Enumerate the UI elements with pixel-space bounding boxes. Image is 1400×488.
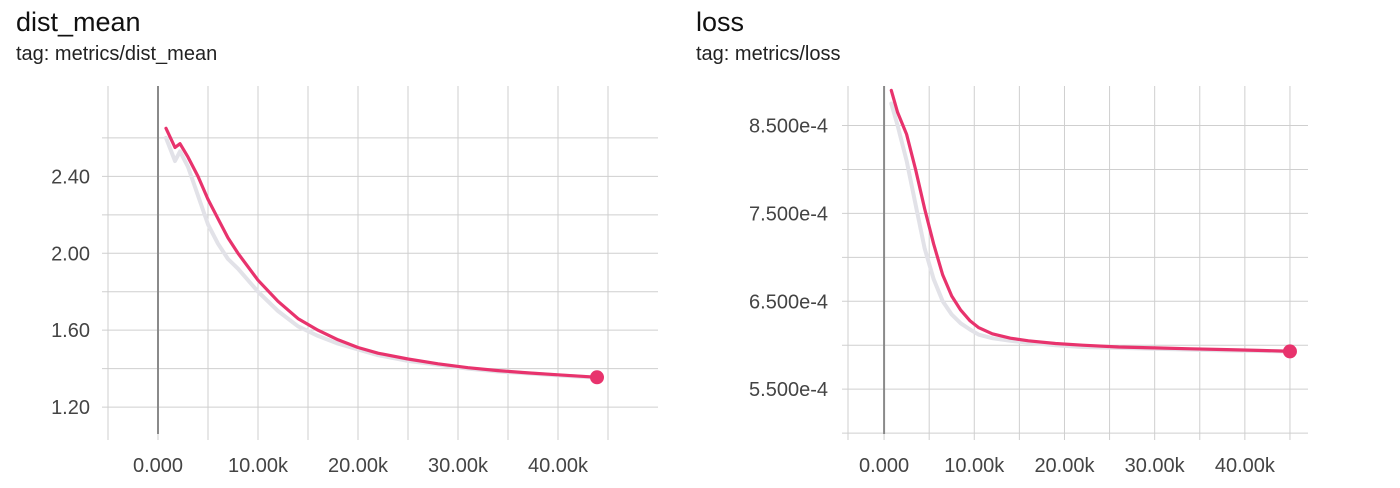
y-tick-label: 5.500e-4 xyxy=(749,379,828,401)
x-tick-label: 40.00k xyxy=(528,455,589,477)
x-tick-label: 40.00k xyxy=(1215,455,1276,477)
last-point-marker[interactable] xyxy=(1283,344,1297,358)
y-tick-label: 2.40 xyxy=(51,166,90,188)
last-point-marker[interactable] xyxy=(590,370,604,384)
x-tick-label: 10.00k xyxy=(944,455,1005,477)
x-tick-label: 0.000 xyxy=(133,455,183,477)
x-tick-label: 30.00k xyxy=(428,455,489,477)
raw-series-line xyxy=(891,104,1290,352)
chart-panel-dist-mean: dist_mean tag: metrics/dist_mean 1.20 1.6… xyxy=(0,0,680,488)
y-tick-label: 6.500e-4 xyxy=(749,291,828,313)
y-tick-label: 8.500e-4 xyxy=(749,116,828,138)
y-tick-label: 1.20 xyxy=(51,397,90,419)
x-tick-label: 0.000 xyxy=(859,455,909,477)
x-tick-label: 10.00k xyxy=(228,455,289,477)
raw-series-line xyxy=(166,138,597,378)
x-tick-label: 30.00k xyxy=(1125,455,1186,477)
y-tick-label: 7.500e-4 xyxy=(749,203,828,225)
x-tick-label: 20.00k xyxy=(1034,455,1095,477)
y-tick-label: 2.00 xyxy=(51,243,90,265)
chart-panel-loss: loss tag: metrics/loss 5.500e-4 6.500e-4 7… xyxy=(680,0,1400,488)
y-tick-label: 1.60 xyxy=(51,320,90,342)
dist-mean-plot[interactable]: 1.20 1.60 2.00 2.40 0.000 10.00k 20.00k 30.00k 4… xyxy=(0,0,680,488)
loss-plot[interactable]: 5.500e-4 6.500e-4 7.500e-4 8.500e-4 0.000 10.… xyxy=(680,0,1400,488)
x-tick-label: 20.00k xyxy=(328,455,389,477)
